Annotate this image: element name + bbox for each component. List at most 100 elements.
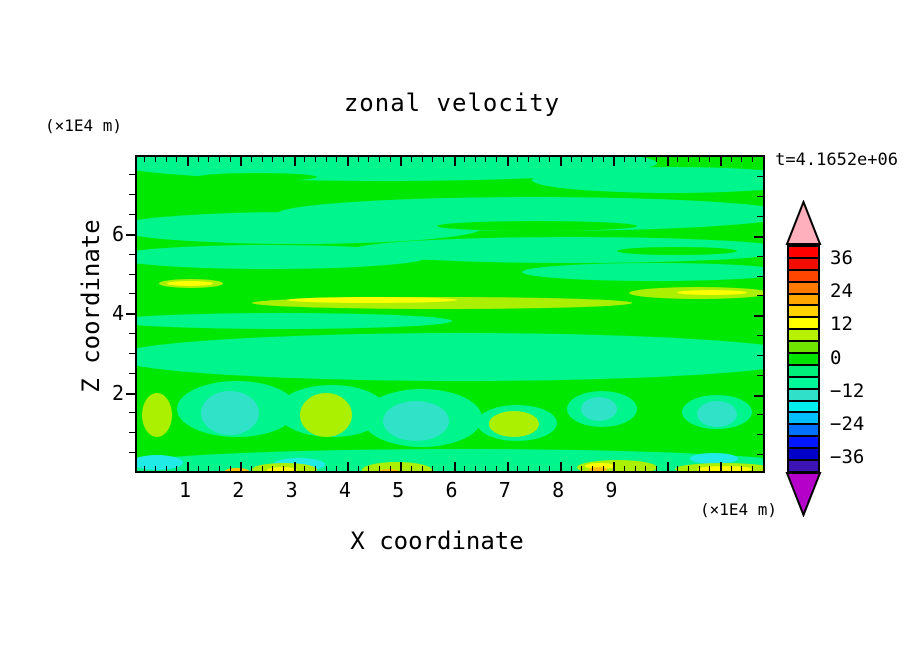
x-minor-tick <box>282 157 284 162</box>
colorbar-segment <box>789 399 818 412</box>
x-minor-tick <box>496 157 498 162</box>
x-minor-tick <box>581 157 583 162</box>
contour-region <box>522 263 763 281</box>
x-major-tick <box>666 462 669 471</box>
x-minor-tick <box>624 466 626 471</box>
colorbar-tick-label: −12 <box>830 379 865 402</box>
colorbar-segment <box>789 459 818 471</box>
x-major-tick <box>666 157 669 166</box>
x-major-tick <box>506 462 509 471</box>
x-major-tick <box>400 462 403 471</box>
x-axis-units: (×1E4 m) <box>699 500 777 519</box>
colorbar-segment <box>789 316 818 329</box>
contour-region <box>225 468 249 471</box>
colorbar-tick-label: 24 <box>830 280 853 303</box>
colorbar-segment <box>789 363 818 376</box>
x-minor-tick <box>378 157 380 162</box>
colorbar-segment <box>789 375 818 388</box>
x-minor-tick <box>155 157 157 162</box>
x-minor-tick <box>474 466 476 471</box>
x-minor-tick <box>165 466 167 471</box>
x-minor-tick <box>144 157 146 162</box>
x-minor-tick <box>730 466 732 471</box>
x-minor-tick <box>538 466 540 471</box>
y-minor-tick <box>129 174 135 176</box>
colorbar-segment <box>789 304 818 317</box>
y-axis-left-ticks <box>126 155 135 473</box>
contour-region <box>697 466 752 471</box>
y-minor-tick <box>129 273 135 275</box>
colorbar-segment <box>789 268 818 281</box>
x-minor-tick <box>261 466 263 471</box>
x-minor-tick <box>730 157 732 162</box>
y-major-tick <box>754 235 763 238</box>
x-minor-tick <box>634 466 636 471</box>
y-minor-tick <box>129 372 135 374</box>
contour-region <box>287 297 457 303</box>
colorbar-over-arrow-icon <box>785 200 822 245</box>
contour-region <box>589 467 607 471</box>
x-minor-tick <box>336 466 338 471</box>
x-minor-tick <box>325 157 327 162</box>
y-minor-tick <box>757 275 763 277</box>
x-minor-tick <box>677 157 679 162</box>
x-minor-tick <box>218 466 220 471</box>
contour-region <box>137 455 183 470</box>
x-minor-tick <box>656 466 658 471</box>
x-minor-tick <box>304 157 306 162</box>
x-minor-tick <box>549 157 551 162</box>
contour-region <box>697 401 737 427</box>
contour-region <box>142 393 172 437</box>
y-major-tick <box>754 315 763 318</box>
x-major-tick <box>720 157 722 166</box>
x-major-tick <box>613 157 616 166</box>
x-minor-tick <box>688 157 690 162</box>
x-major-tick <box>453 462 456 471</box>
x-minor-tick <box>229 466 231 471</box>
x-tick-label: 4 <box>338 478 351 502</box>
x-minor-tick <box>325 466 327 471</box>
contour-region <box>532 167 763 193</box>
x-minor-tick <box>741 466 743 471</box>
x-minor-tick <box>709 157 711 162</box>
y-major-tick <box>754 394 763 397</box>
contour-region <box>300 393 352 437</box>
x-minor-tick <box>197 466 199 471</box>
y-minor-tick <box>129 293 135 295</box>
y-minor-tick <box>757 414 763 416</box>
contour-region <box>585 463 615 469</box>
x-tick-label: 5 <box>392 478 405 502</box>
colorbar-segment <box>789 292 818 305</box>
x-minor-tick <box>250 157 252 162</box>
x-minor-tick <box>176 466 178 471</box>
x-minor-tick <box>272 466 274 471</box>
x-minor-tick <box>389 466 391 471</box>
x-minor-tick <box>485 466 487 471</box>
colorbar-tick-label: 12 <box>830 313 853 336</box>
x-major-tick <box>240 462 243 471</box>
x-minor-tick <box>570 466 572 471</box>
x-minor-tick <box>645 466 647 471</box>
y-minor-tick <box>129 432 135 434</box>
x-minor-tick <box>517 157 519 162</box>
y-major-tick <box>126 233 135 236</box>
x-minor-tick <box>698 466 700 471</box>
colorbar-segment <box>789 280 818 293</box>
contour-region <box>690 453 738 464</box>
time-annotation: t=4.1652e+06 <box>775 150 898 170</box>
x-minor-tick <box>751 466 753 471</box>
colorbar-segment <box>789 340 818 353</box>
contour-region <box>267 467 297 471</box>
contour-region <box>489 411 539 437</box>
x-tick-label: 7 <box>498 478 511 502</box>
colorbar-segment <box>789 247 818 257</box>
x-minor-tick <box>282 466 284 471</box>
x-minor-tick <box>528 466 530 471</box>
x-minor-tick <box>485 157 487 162</box>
x-minor-tick <box>602 466 604 471</box>
contour-field <box>137 157 763 471</box>
x-major-tick <box>720 462 722 471</box>
colorbar-segment <box>789 387 818 400</box>
x-minor-tick <box>741 157 743 162</box>
